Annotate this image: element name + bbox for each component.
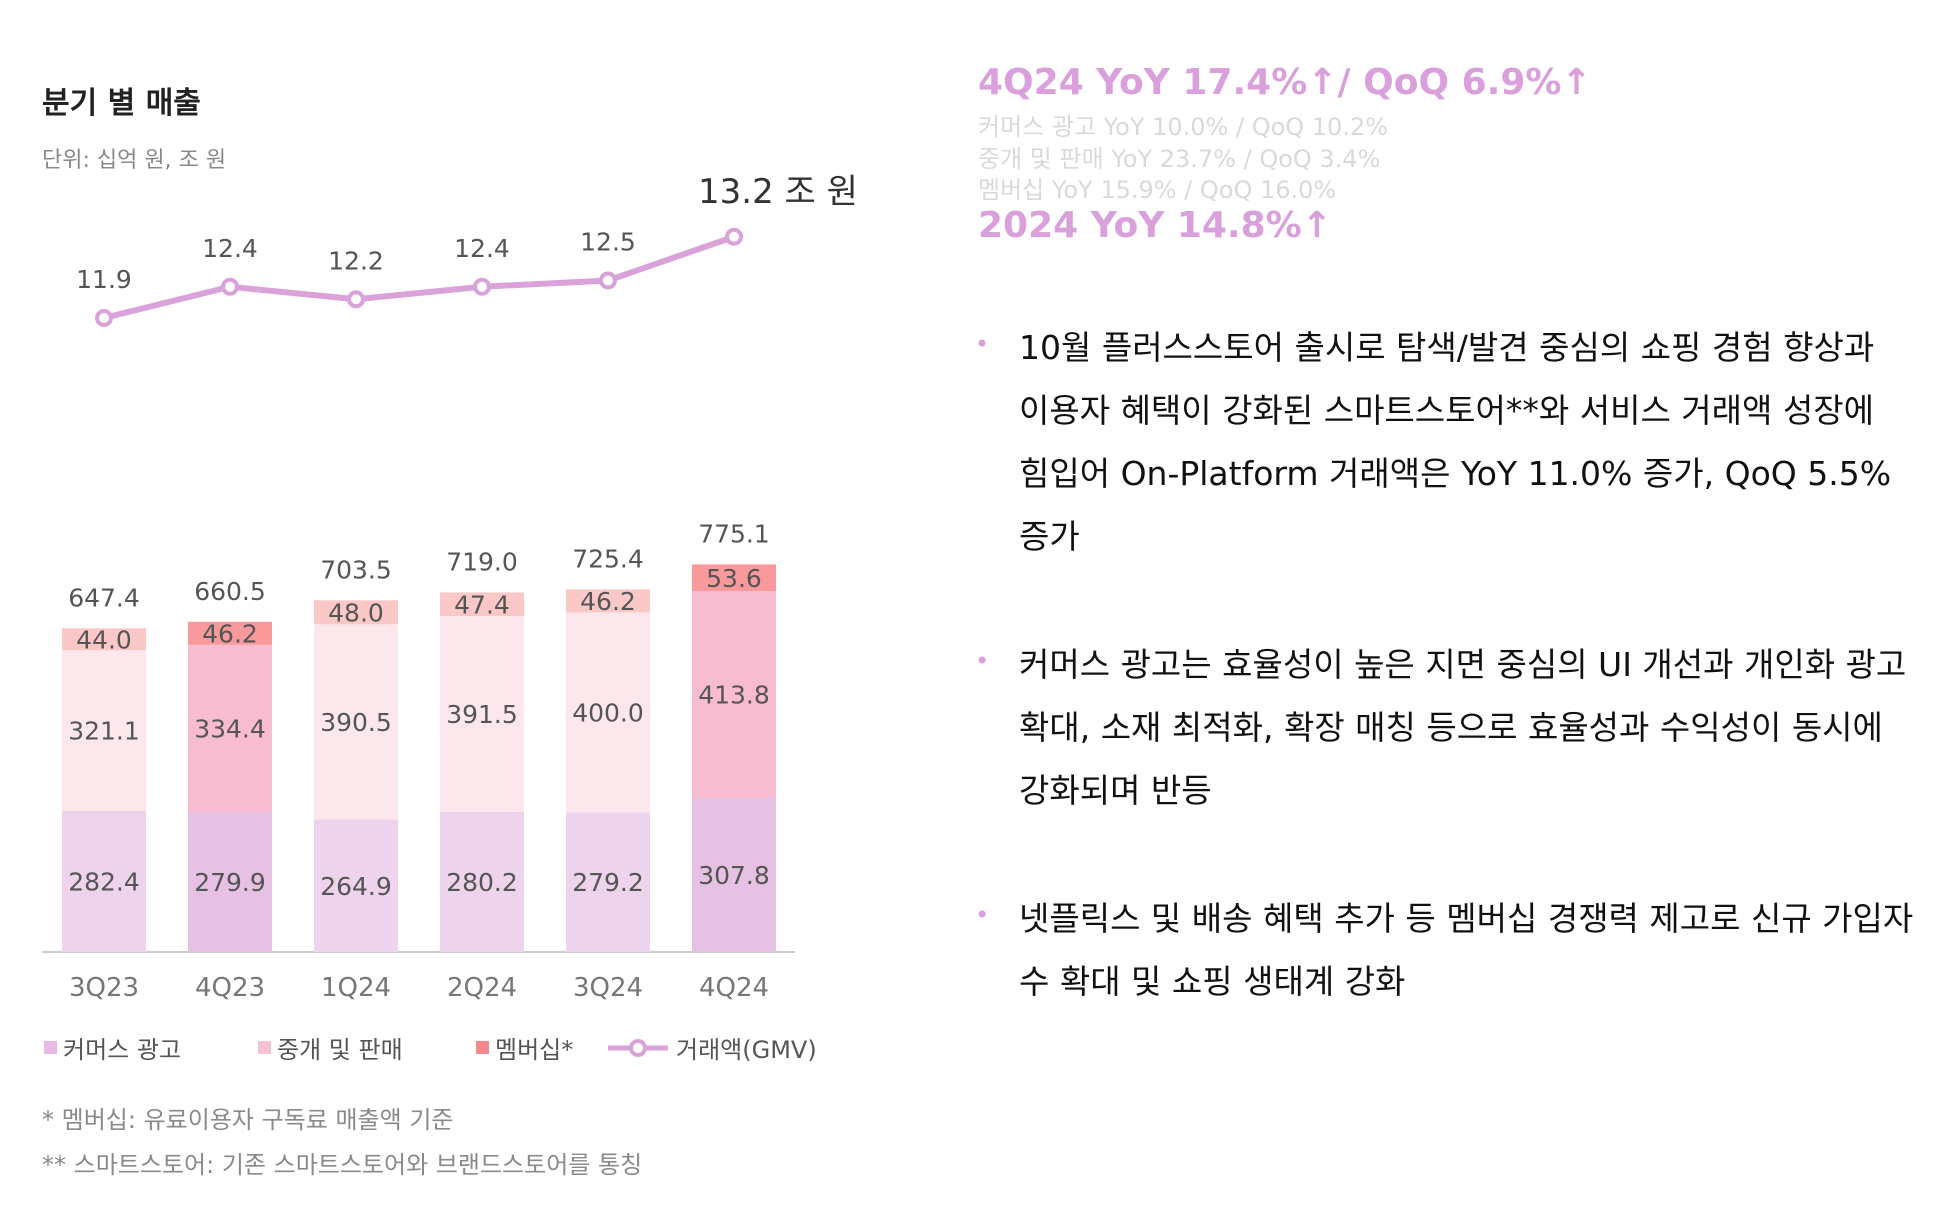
bullet-3-line-1: 넷플릭스 및 배송 혜택 추가 등 멤버십 경쟁력 제고로 신규 가입자 xyxy=(1019,899,1914,938)
bullet-item-2: • 커머스 광고는 효율성이 높은 지면 중심의 UI 개선과 개인화 광고 확… xyxy=(975,633,1935,822)
bar-commerce-ad-label: 280.2 xyxy=(446,868,518,897)
bar-membership-label: 48.0 xyxy=(328,598,384,627)
bar-commerce-ad-3Q24 xyxy=(566,812,650,952)
gmv-line xyxy=(103,233,735,321)
bar-membership-label: 44.0 xyxy=(76,625,132,654)
bar-total-label: 647.4 xyxy=(68,583,140,612)
legend-commerce-ad-swatch xyxy=(44,1041,57,1054)
gmv-point xyxy=(725,227,743,246)
bar-commerce-ad-label: 264.9 xyxy=(320,872,392,901)
bar-membership-4Q23 xyxy=(188,621,272,645)
bar-commerce-ad-label: 279.9 xyxy=(194,868,266,897)
gmv-value-label: 11.9 xyxy=(76,265,132,294)
legend-brokerage: 중개 및 판매 xyxy=(258,1030,403,1065)
bar-commerce-ad-1Q24 xyxy=(314,819,398,952)
chart-title: 분기 별 매출 xyxy=(42,86,201,121)
gmv-value-label: 12.5 xyxy=(580,228,636,257)
bullet-marker: • xyxy=(975,901,990,929)
bullet-item-1: • 10월 플러스스토어 출시로 탐색/발견 중심의 쇼핑 경험 향상과 이용자… xyxy=(975,316,1935,568)
kpi-brokerage: 중개 및 판매 YoY 23.7% / QoQ 3.4% xyxy=(978,145,1381,173)
bullet-2-line-3: 강화되며 반등 xyxy=(1019,771,1212,810)
x-tick-label: 4Q23 xyxy=(195,973,265,1003)
kpi-membership: 멤버십 YoY 15.9% / QoQ 16.0% xyxy=(978,176,1337,204)
kpi-commerce-ad: 커머스 광고 YoY 10.0% / QoQ 10.2% xyxy=(978,113,1389,141)
bar-membership-label: 47.4 xyxy=(454,590,510,619)
bar-commerce-ad-4Q23 xyxy=(188,812,272,952)
x-tick-label: 1Q24 xyxy=(321,973,391,1003)
gmv-value-label: 12.4 xyxy=(202,234,258,263)
bar-membership-3Q23 xyxy=(62,628,146,651)
bar-commerce-ad-3Q23 xyxy=(62,810,146,952)
legend-brokerage-label: 중개 및 판매 xyxy=(277,1036,403,1064)
bar-membership-label: 46.2 xyxy=(202,619,258,648)
revenue-chart: 282.4 321.1 44.0 647.4 3Q23 279.9 334.4 46.2 660… xyxy=(42,172,858,1003)
bar-membership-label: 46.2 xyxy=(580,587,636,616)
bar-brokerage-4Q24 xyxy=(692,591,776,799)
gmv-point xyxy=(473,277,491,296)
bar-membership-2Q24 xyxy=(440,592,524,617)
bullet-2-line-1: 커머스 광고는 효율성이 높은 지면 중심의 UI 개선과 개인화 광고 xyxy=(1019,645,1907,684)
legend-gmv-line-icon xyxy=(608,1038,668,1057)
footnote-smartstore: ** 스마트스토어: 기존 스마트스토어와 브랜드스토어를 통칭 xyxy=(42,1151,643,1179)
bar-commerce-ad-label: 307.8 xyxy=(698,861,770,890)
x-tick-label: 2Q24 xyxy=(447,973,517,1003)
bullet-1-line-4: 증가 xyxy=(1019,517,1080,556)
bar-commerce-ad-label: 279.2 xyxy=(572,868,644,897)
bullet-3-line-2: 수 확대 및 쇼핑 생태계 강화 xyxy=(1019,962,1406,1001)
bar-brokerage-label: 334.4 xyxy=(194,714,266,743)
kpi-quarter-summary: 4Q24 YoY 17.4%↑/ QoQ 6.9%↑ xyxy=(978,62,1592,103)
bullet-item-3: • 넷플릭스 및 배송 혜택 추가 등 멤버십 경쟁력 제고로 신규 가입자 수… xyxy=(975,887,1935,1013)
gmv-value-label: 13.2 조 원 xyxy=(698,172,858,212)
bar-commerce-ad-label: 282.4 xyxy=(68,867,140,896)
bar-brokerage-3Q23 xyxy=(62,650,146,811)
bar-membership-3Q24 xyxy=(566,589,650,613)
bar-commerce-ad-4Q24 xyxy=(692,798,776,952)
bar-membership-1Q24 xyxy=(314,600,398,625)
bullet-1-line-1: 10월 플러스스토어 출시로 탐색/발견 중심의 쇼핑 경험 향상과 xyxy=(1019,328,1875,367)
bar-brokerage-1Q24 xyxy=(314,624,398,820)
bullet-marker: • xyxy=(975,330,990,358)
footnote-membership: * 멤버십: 유료이용자 구독료 매출액 기준 xyxy=(42,1106,454,1134)
bar-brokerage-label: 390.5 xyxy=(320,708,392,737)
bar-membership-4Q24 xyxy=(692,564,776,592)
legend-gmv: 거래액(GMV) xyxy=(606,1030,817,1065)
bar-brokerage-4Q23 xyxy=(188,644,272,813)
bar-membership-label: 53.6 xyxy=(706,564,762,593)
bar-total-label: 660.5 xyxy=(194,577,266,606)
bar-total-label: 719.0 xyxy=(446,548,518,577)
bar-commerce-ad-2Q24 xyxy=(440,811,524,952)
legend-commerce-ad: 커머스 광고 xyxy=(44,1030,181,1065)
legend-brokerage-swatch xyxy=(258,1041,271,1054)
bar-total-label: 775.1 xyxy=(698,519,770,548)
x-tick-label: 3Q23 xyxy=(69,973,139,1003)
x-tick-label: 3Q24 xyxy=(573,973,643,1003)
bullet-1-line-2: 이용자 혜택이 강화된 스마트스토어**와 서비스 거래액 성장에 xyxy=(1019,391,1874,430)
bullet-2-line-2: 확대, 소재 최적화, 확장 매칭 등으로 효율성과 수익성이 동시에 xyxy=(1019,708,1883,747)
gmv-point xyxy=(95,309,113,327)
unit-label: 단위: 십억 원, 조 원 xyxy=(42,148,227,173)
gmv-value-label: 12.2 xyxy=(328,246,384,275)
x-tick-label: 4Q24 xyxy=(699,973,769,1003)
legend-commerce-ad-label: 커머스 광고 xyxy=(63,1036,182,1064)
bar-brokerage-label: 321.1 xyxy=(68,717,140,746)
bullet-1-line-3: 힘입어 On-Platform 거래액은 YoY 11.0% 증가, QoQ 5… xyxy=(1019,454,1892,493)
legend-membership-label: 멤버십* xyxy=(495,1036,574,1064)
bar-brokerage-label: 400.0 xyxy=(572,698,644,727)
gmv-point xyxy=(347,290,365,309)
bar-brokerage-label: 391.5 xyxy=(446,700,518,729)
bar-brokerage-2Q24 xyxy=(440,616,524,812)
bar-brokerage-label: 413.8 xyxy=(698,681,770,710)
gmv-point xyxy=(221,277,239,296)
gmv-value-label: 12.4 xyxy=(454,234,510,263)
bar-total-label: 725.4 xyxy=(572,544,644,573)
bar-total-label: 703.5 xyxy=(320,555,392,584)
legend-membership: 멤버십* xyxy=(476,1030,573,1065)
bullet-marker: • xyxy=(975,647,990,675)
gmv-point xyxy=(599,271,617,290)
bar-brokerage-3Q24 xyxy=(566,612,650,813)
legend-gmv-label: 거래액(GMV) xyxy=(676,1036,817,1064)
legend-membership-swatch xyxy=(476,1041,489,1054)
kpi-year-summary: 2024 YoY 14.8%↑ xyxy=(978,205,1332,246)
